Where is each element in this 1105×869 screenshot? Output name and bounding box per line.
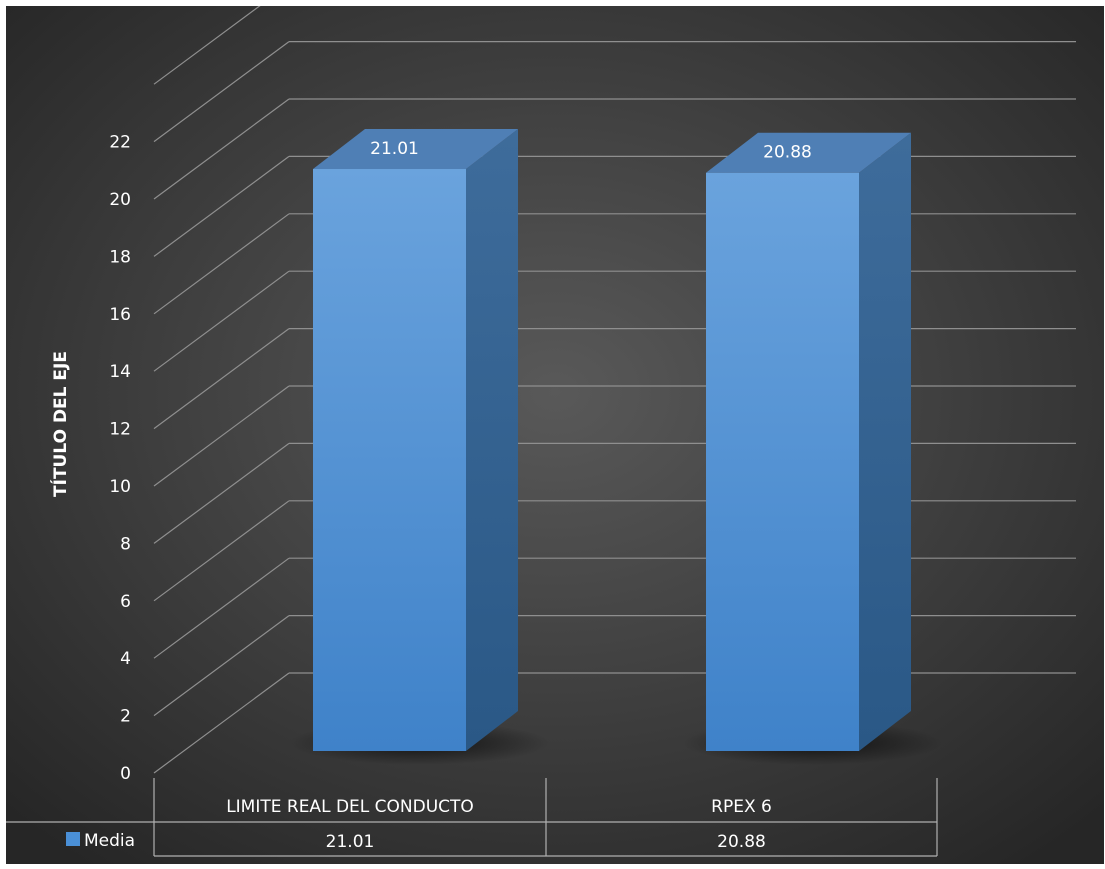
- y-axis-title: TÍTULO DEL EJE: [49, 351, 71, 497]
- y-tick-label: 6: [120, 592, 131, 612]
- legend-series-name: Media: [84, 831, 135, 851]
- bar-top: [313, 129, 518, 170]
- y-tick-label: 0: [120, 764, 131, 784]
- chart-background: [6, 6, 1104, 864]
- bar-data-label: 20.88: [763, 143, 812, 163]
- gridline-diagonal: [153, 442, 290, 544]
- y-tick-label: 20: [109, 190, 131, 210]
- y-tick-label: 18: [109, 247, 131, 267]
- gridline-diagonal: [153, 500, 290, 602]
- gridline-diagonal: [153, 213, 290, 315]
- gridline-diagonal: [153, 672, 290, 774]
- table-value: 21.01: [326, 832, 375, 852]
- y-tick-label: 16: [109, 305, 131, 325]
- bar-side: [859, 132, 911, 751]
- bar-side: [466, 129, 518, 751]
- gridline-diagonal: [153, 557, 290, 659]
- x-category-label: RPEX 6: [711, 797, 772, 817]
- y-tick-label: 14: [109, 362, 131, 382]
- y-tick-label: 10: [109, 477, 131, 497]
- bar: [706, 172, 859, 751]
- x-category-label: LIMITE REAL DEL CONDUCTO: [226, 797, 474, 817]
- y-tick-label: 12: [109, 420, 131, 440]
- data-table: LIMITE REAL DEL CONDUCTO 21.01 RPEX 6 20.88…: [6, 778, 938, 857]
- table-value: 20.88: [717, 832, 766, 852]
- y-tick-label: 2: [120, 707, 131, 727]
- gridline-diagonal: [153, 615, 290, 717]
- y-tick-label: 8: [120, 534, 131, 554]
- bar-data-label: 21.01: [370, 139, 419, 159]
- y-axis-ticks: 0 2 4 6 8 10 12 14 16 18 20 22: [109, 133, 131, 784]
- bar-group: 21.01: [289, 129, 550, 765]
- gridline-diagonal: [153, 328, 290, 430]
- bar-top: [706, 132, 911, 173]
- legend-key: [66, 832, 80, 846]
- gridline-diagonal: [153, 155, 290, 257]
- gridline-diagonal: [153, 270, 290, 372]
- gridline-diagonal: [153, 98, 290, 200]
- y-tick-label: 4: [120, 649, 131, 669]
- gridline-diagonal: [153, 41, 290, 143]
- bar: [313, 169, 466, 751]
- bar-chart: 0 2 4 6 8 10 12 14 16 18 20 22 21.01 20.88 LIMITE RE…: [6, 0, 1104, 864]
- gridline-diagonal: [153, 385, 290, 487]
- bar-group: 20.88: [682, 132, 943, 765]
- y-tick-label: 22: [109, 133, 131, 153]
- chart-area: 0 2 4 6 8 10 12 14 16 18 20 22 21.01 20.88 LIMITE RE…: [6, 0, 1104, 864]
- bars: 21.01 20.88: [289, 129, 943, 765]
